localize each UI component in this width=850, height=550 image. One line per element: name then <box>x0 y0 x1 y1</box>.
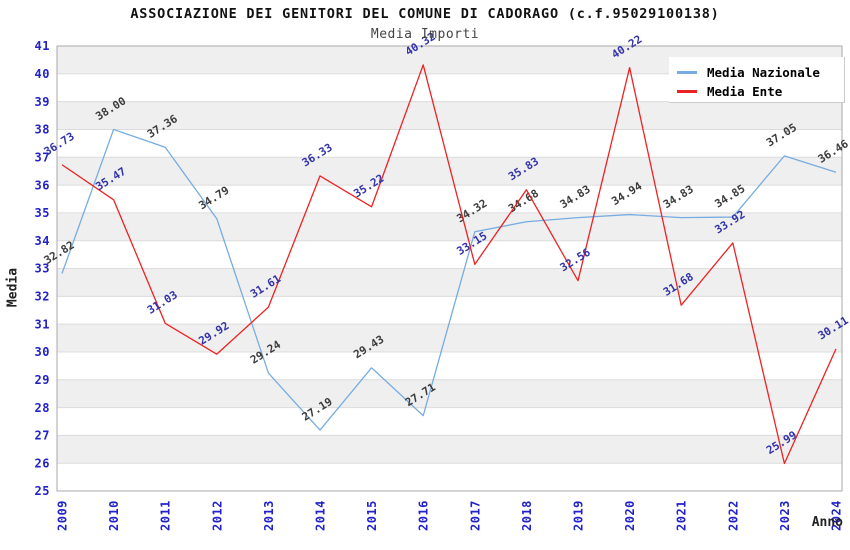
legend: Media Nazionale Media Ente <box>669 57 845 103</box>
chart-subtitle: Media Importi <box>370 27 480 42</box>
svg-text:2012: 2012 <box>210 500 224 531</box>
series-line-media-ente <box>61 64 837 465</box>
svg-text:38: 38 <box>35 123 50 137</box>
chart-title: ASSOCIAZIONE DEI GENITORI DEL COMUNE DI … <box>130 6 720 22</box>
svg-text:2019: 2019 <box>572 500 586 531</box>
svg-text:2024: 2024 <box>830 500 844 531</box>
y-axis-ticks: 25 26 27 28 29 30 31 32 33 34 35 36 37 38 39 40 41 <box>35 39 50 498</box>
svg-text:2018: 2018 <box>520 500 534 531</box>
svg-text:39: 39 <box>35 95 50 109</box>
svg-text:28: 28 <box>35 401 50 415</box>
svg-text:32: 32 <box>35 290 50 304</box>
svg-text:27: 27 <box>35 429 50 443</box>
svg-text:2020: 2020 <box>623 500 637 531</box>
svg-text:30: 30 <box>35 345 50 359</box>
svg-text:2014: 2014 <box>314 500 328 531</box>
svg-text:2010: 2010 <box>107 500 121 531</box>
svg-text:2015: 2015 <box>365 500 379 531</box>
svg-text:31: 31 <box>35 317 50 331</box>
x-axis-title: Anno <box>811 515 843 530</box>
x-axis-ticks: 2009 2010 2011 2012 2013 2014 2015 2016 2017 2018… <box>56 500 844 531</box>
legend-item-media-ente: Media Ente <box>677 82 844 101</box>
legend-label-media-ente: Media Ente <box>707 84 783 99</box>
legend-swatch-media-nazionale-icon <box>677 71 697 74</box>
svg-text:29: 29 <box>35 373 50 387</box>
legend-swatch-media-ente-icon <box>677 90 697 93</box>
plot-border <box>56 45 843 492</box>
svg-text:2017: 2017 <box>468 500 482 531</box>
legend-label-media-nazionale: Media Nazionale <box>707 65 820 80</box>
svg-text:37: 37 <box>35 150 50 164</box>
legend-item-media-nazionale: Media Nazionale <box>677 63 844 82</box>
svg-text:41: 41 <box>35 39 50 53</box>
svg-text:34: 34 <box>35 234 50 248</box>
svg-text:26: 26 <box>35 456 50 470</box>
svg-text:2022: 2022 <box>726 500 740 531</box>
y-axis-title: Media <box>5 267 21 308</box>
svg-text:2011: 2011 <box>159 500 173 531</box>
svg-text:2016: 2016 <box>417 500 431 531</box>
svg-text:40: 40 <box>35 67 50 81</box>
svg-text:35: 35 <box>35 206 50 220</box>
svg-text:2021: 2021 <box>675 500 689 531</box>
series-line-media-nazionale <box>61 128 837 431</box>
svg-text:25: 25 <box>35 484 50 498</box>
svg-text:33: 33 <box>35 262 50 276</box>
svg-text:2023: 2023 <box>778 500 792 531</box>
svg-text:2013: 2013 <box>262 500 276 531</box>
svg-text:2009: 2009 <box>56 500 70 531</box>
svg-text:36: 36 <box>35 178 50 192</box>
